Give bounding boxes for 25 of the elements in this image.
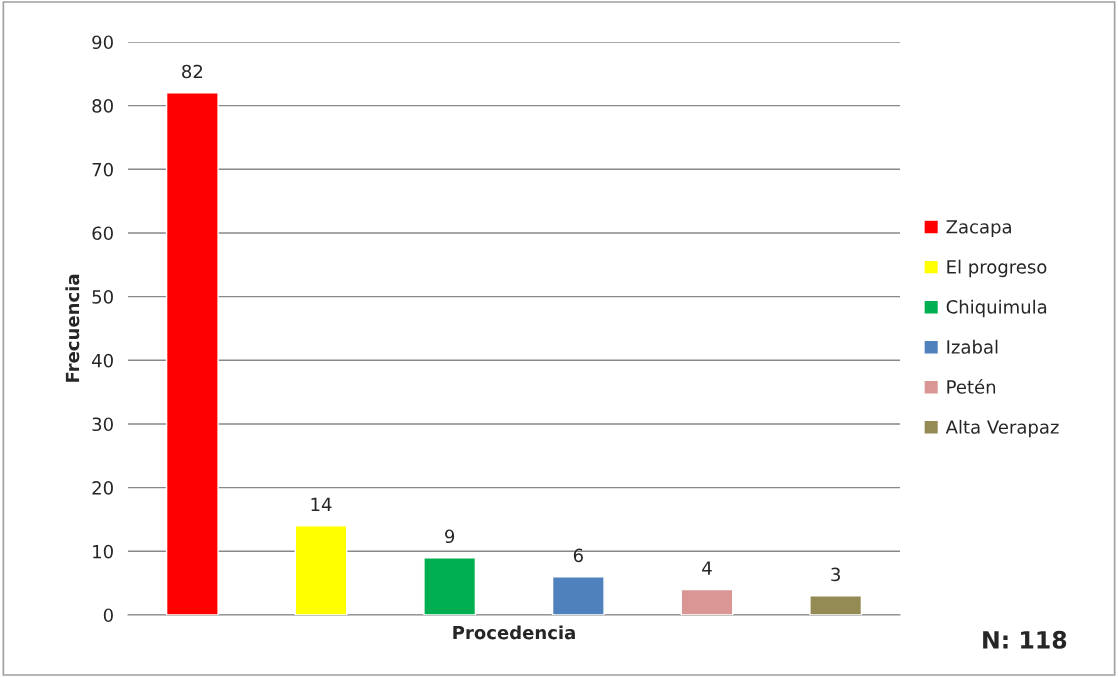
y-tick-label: 60 (92, 226, 113, 241)
y-tick-label: 20 (92, 481, 113, 495)
y-tick-label: 10 (93, 544, 113, 559)
legend-label: Chiquimula (946, 299, 1047, 318)
data-label: 6 (573, 548, 583, 563)
data-label: 82 (182, 64, 203, 79)
legend-label: Alta Verapaz (945, 419, 1059, 438)
y-tick-label: 30 (92, 417, 113, 432)
x-axis-title: Procedencia (453, 625, 575, 640)
y-tick-label: 90 (92, 35, 113, 50)
y-tick-label: 40 (92, 353, 113, 368)
data-label: 9 (445, 529, 455, 544)
data-label: 3 (831, 567, 840, 582)
legend-label: Izabal (947, 339, 998, 354)
data-label: 4 (702, 561, 712, 575)
legend-label: El progreso (947, 259, 1047, 278)
data-label: 14 (311, 497, 332, 511)
y-tick-label: 0 (103, 608, 113, 623)
y-tick-label: 70 (92, 162, 113, 177)
legend-label: Petén (947, 379, 996, 394)
y-axis-title: Frecuencia (65, 274, 80, 382)
y-tick-label: 50 (92, 290, 113, 304)
text: N: 118 (983, 630, 1067, 649)
y-tick-label: 80 (92, 99, 113, 113)
legend-label: Zacapa (946, 220, 1011, 238)
